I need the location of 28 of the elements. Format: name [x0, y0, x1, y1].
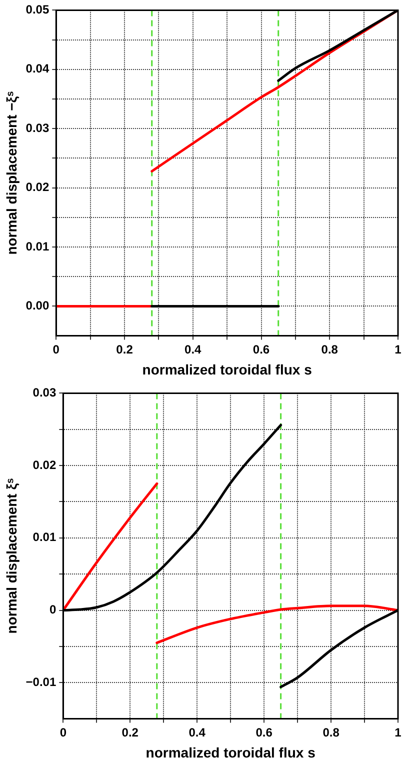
line-series [63, 482, 158, 612]
y-tick-label: 0.01 [32, 530, 56, 544]
x-tick-label: 0.6 [256, 725, 273, 740]
x-tick-label: 0.8 [321, 342, 338, 356]
y-tick-label: 0.02 [26, 180, 50, 194]
x-tick-label: 1 [394, 725, 402, 740]
x-tick-label: 0.8 [322, 725, 340, 740]
y-tick-label: 0.05 [26, 2, 50, 17]
y-axis-title: normal displacement −ξˢ [3, 91, 20, 255]
y-tick-label: −0.01 [26, 674, 56, 689]
y-tick-label: 0.04 [26, 62, 50, 76]
y-tick-label: 0 [49, 602, 56, 617]
y-tick-label: 0.02 [32, 458, 56, 472]
x-tick-label: 1 [394, 342, 402, 356]
x-tick-label: 0.2 [122, 725, 139, 740]
y-tick-label: 0.03 [32, 386, 56, 400]
y-tick-label: 0.03 [26, 120, 50, 135]
y-axis-title: normal displacement ξˢ [3, 478, 20, 634]
line-series [156, 604, 398, 644]
y-tick-label: 0.01 [26, 239, 50, 254]
x-tick-label: 0 [60, 725, 67, 740]
x-axis-title: normalized toroidal flux s [146, 744, 316, 760]
x-tick-label: 0.2 [116, 342, 134, 356]
x-axis-title: normalized toroidal flux s [142, 361, 312, 378]
x-tick-label: 0.4 [184, 342, 202, 356]
y-tick-label: 0.00 [26, 298, 50, 313]
x-tick-label: 0.6 [252, 342, 270, 356]
x-tick-label: 0.4 [188, 725, 206, 740]
